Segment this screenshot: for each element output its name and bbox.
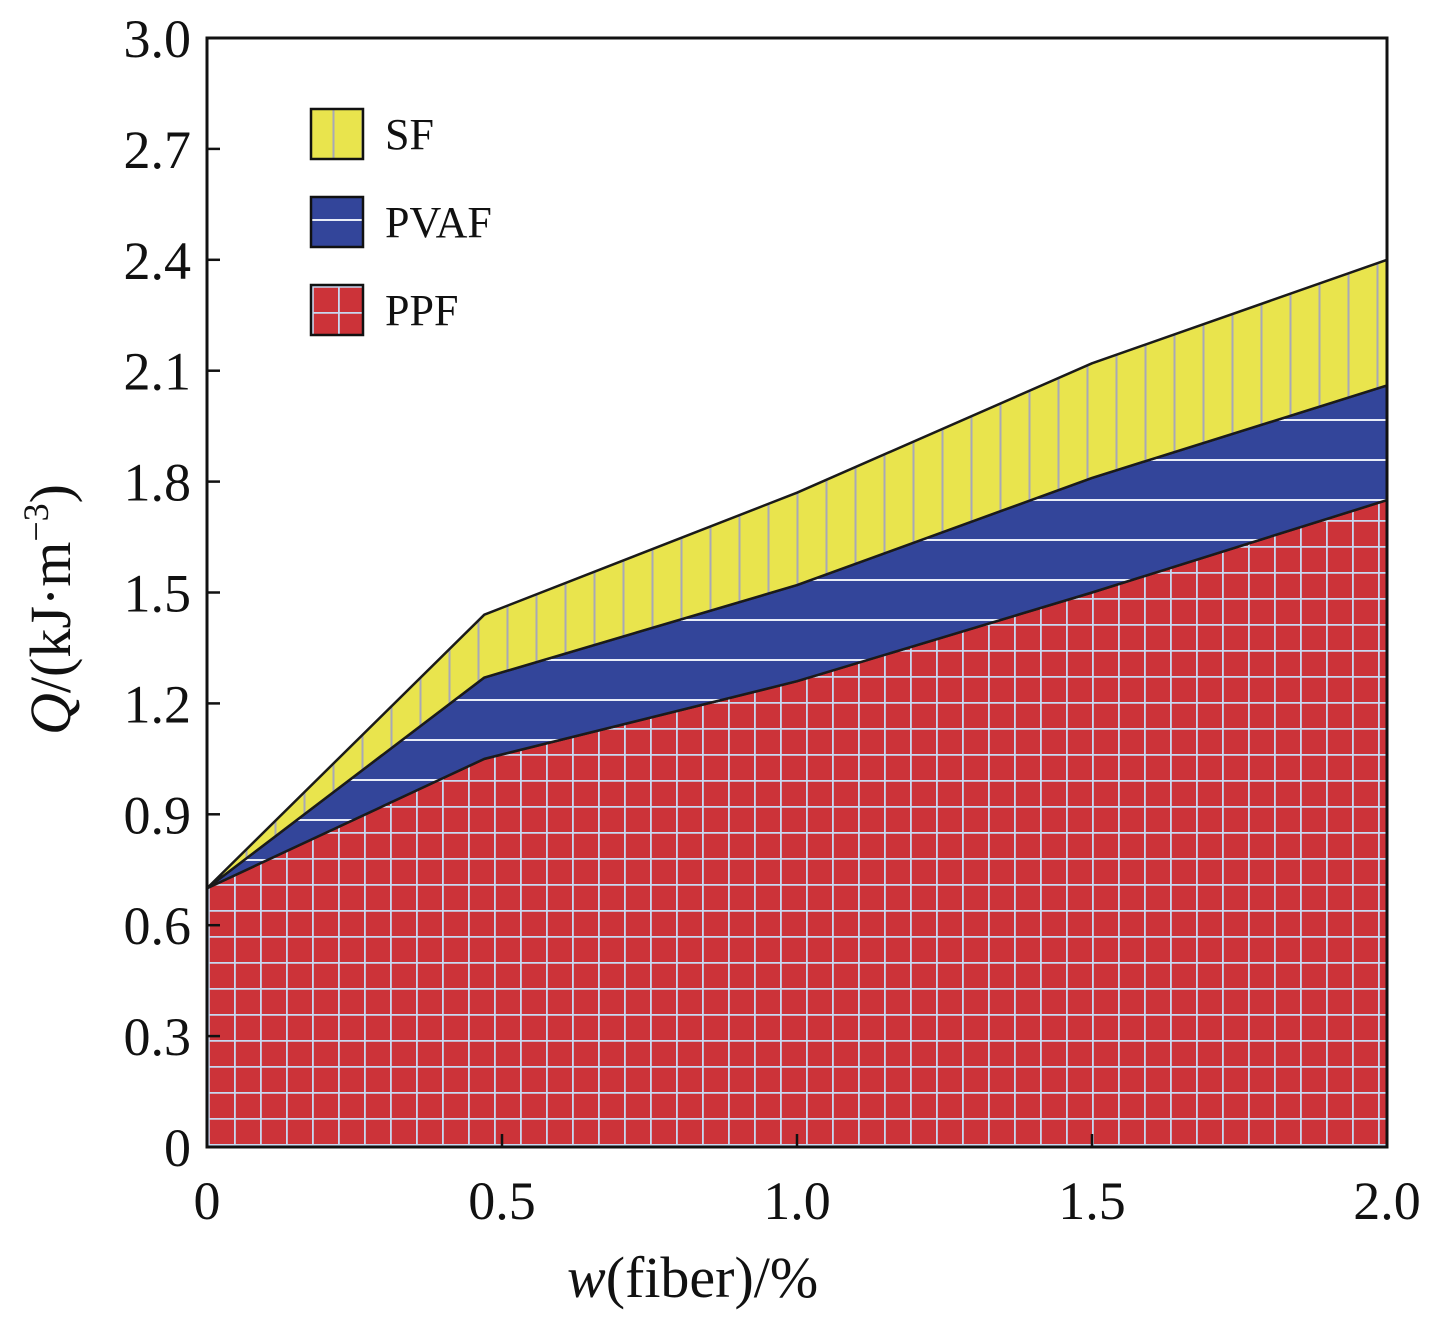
legend-swatch-pvaf: [309, 195, 365, 249]
y-tick-label: 2.4: [124, 231, 192, 291]
x-tick-labels: 0 0.5 1.0 1.5 2.0: [194, 1171, 1421, 1231]
x-axis-label: w(fiber)/%: [567, 1245, 818, 1310]
areas-layer: [205, 258, 1389, 1149]
legend-item-pvaf: PVAF: [309, 195, 492, 249]
y-tick-label: 0: [164, 1118, 191, 1178]
legend-label-pvaf: PVAF: [385, 198, 492, 247]
y-axis-label: Q/(kJ·m−3): [16, 484, 83, 735]
x-tick-label: 1.5: [1058, 1171, 1126, 1231]
legend-label-sf: SF: [385, 110, 434, 159]
x-tick-label: 2.0: [1353, 1171, 1421, 1231]
y-axis-label-var: Q: [18, 693, 83, 735]
x-tick-label: 0.5: [468, 1171, 536, 1231]
y-tick-label: 1.5: [124, 564, 192, 624]
x-axis-label-var: w: [567, 1245, 606, 1310]
legend: SF PVAF PPF: [309, 107, 492, 337]
y-tick-label: 0.3: [124, 1007, 192, 1067]
y-axis-label-rest: /(kJ·m: [18, 542, 83, 693]
x-tick-label: 0: [194, 1171, 221, 1231]
y-tick-label: 0.9: [124, 785, 192, 845]
y-tick-label: 2.1: [124, 342, 192, 402]
x-tick-label: 1.0: [763, 1171, 831, 1231]
y-tick-label: 3.0: [124, 9, 192, 69]
y-tick-label: 1.8: [124, 453, 192, 513]
y-tick-label: 0.6: [124, 896, 192, 956]
axis-ticks: [205, 36, 1389, 1149]
legend-swatch-sf: [309, 107, 365, 161]
y-tick-labels: 0 0.3 0.6 0.9 1.2 1.5 1.8 2.1 2.4 2.7 3.0: [124, 9, 192, 1178]
x-axis-label-rest: (fiber)/%: [606, 1245, 819, 1310]
y-tick-label: 2.7: [124, 120, 192, 180]
y-axis-label-close: ): [18, 484, 83, 503]
legend-label-ppf: PPF: [385, 286, 458, 335]
legend-swatch-ppf: [309, 283, 365, 337]
legend-item-sf: SF: [309, 107, 434, 161]
legend-item-ppf: PPF: [309, 283, 458, 337]
y-axis-label-sup: −3: [16, 503, 56, 541]
y-tick-label: 1.2: [124, 674, 192, 734]
